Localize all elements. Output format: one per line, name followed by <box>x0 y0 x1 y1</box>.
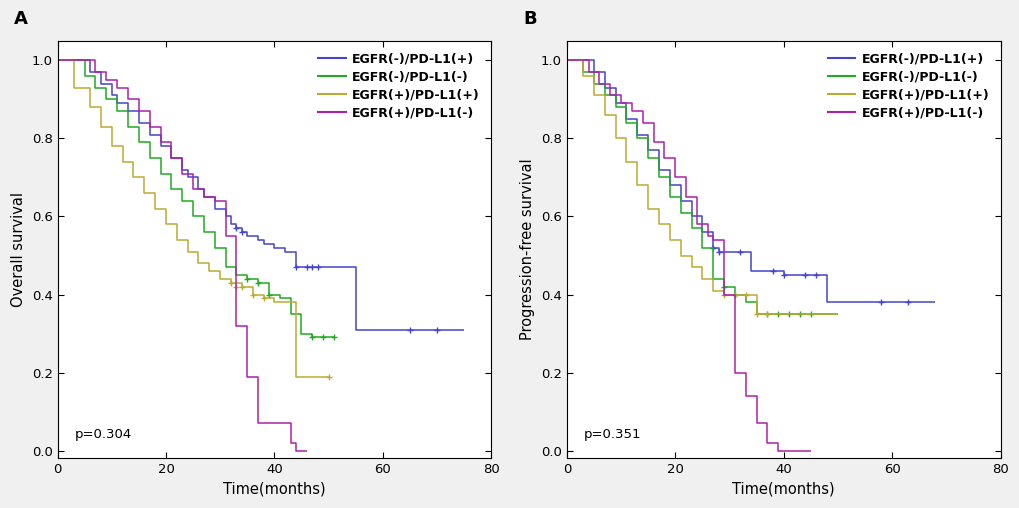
Text: A: A <box>14 10 28 28</box>
Text: p=0.351: p=0.351 <box>584 428 641 440</box>
Legend: EGFR(-)/PD-L1(+), EGFR(-)/PD-L1(-), EGFR(+)/PD-L1(+), EGFR(+)/PD-L1(-): EGFR(-)/PD-L1(+), EGFR(-)/PD-L1(-), EGFR… <box>822 47 994 124</box>
X-axis label: Time(months): Time(months) <box>732 482 835 497</box>
Text: p=0.304: p=0.304 <box>74 428 132 440</box>
X-axis label: Time(months): Time(months) <box>223 482 325 497</box>
Y-axis label: Overall survival: Overall survival <box>11 192 26 307</box>
Legend: EGFR(-)/PD-L1(+), EGFR(-)/PD-L1(-), EGFR(+)/PD-L1(+), EGFR(+)/PD-L1(-): EGFR(-)/PD-L1(+), EGFR(-)/PD-L1(-), EGFR… <box>313 47 484 124</box>
Y-axis label: Progression-free survival: Progression-free survival <box>520 159 535 340</box>
Text: B: B <box>523 10 537 28</box>
